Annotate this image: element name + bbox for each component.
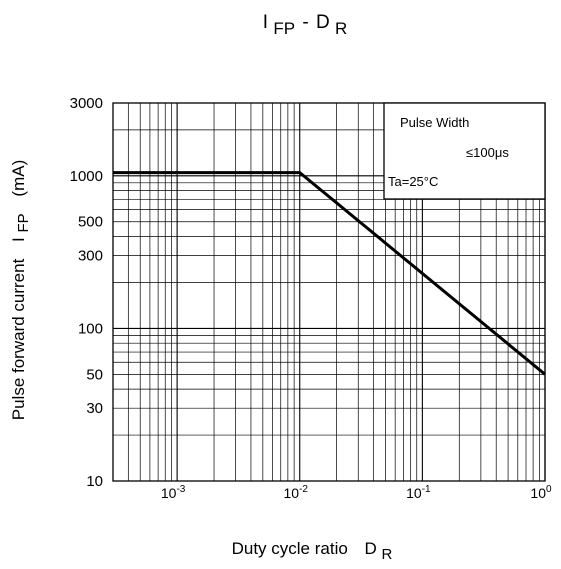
y-axis-label-symbol: I xyxy=(9,237,28,242)
title-main: I xyxy=(263,12,268,33)
annotation-box: Pulse Width ≤100μs Ta=25°C xyxy=(383,102,546,200)
y-tick-label: 100 xyxy=(78,320,103,337)
series-layer xyxy=(113,171,546,376)
title-main-sub: FP xyxy=(273,19,295,38)
y-axis-label: Pulse forward current I FP (mA) xyxy=(9,160,32,421)
x-tick-label: 10-3 xyxy=(161,484,186,501)
title-d: D xyxy=(316,12,330,33)
x-tick-label: 10-1 xyxy=(406,484,431,501)
y-axis-label-text: Pulse forward current xyxy=(9,258,28,420)
title-d-sub: R xyxy=(335,19,347,38)
chart-title: I FP - D R xyxy=(263,12,347,39)
x-tick-label: 100 xyxy=(530,484,552,501)
y-tick-label: 30 xyxy=(86,400,103,417)
y-tick-label: 1000 xyxy=(70,168,103,185)
annotation-frame xyxy=(383,102,546,200)
x-axis-label-text: Duty cycle ratio xyxy=(232,539,348,558)
x-axis-label: Duty cycle ratio D R xyxy=(232,539,393,563)
y-tick-label: 500 xyxy=(78,214,103,231)
y-tick-label: 300 xyxy=(78,248,103,265)
axis-tick-labels: 10 30 50 100 300 500 1000 3000 10-3 10-2 10-1 100 xyxy=(70,95,552,501)
annotation-temperature: Ta=25°C xyxy=(388,174,438,189)
annotation-duration: ≤100μs xyxy=(466,145,509,160)
plot-frame xyxy=(112,102,546,482)
x-axis-label-symbol-sub: R xyxy=(382,546,393,563)
y-axis-label-unit: (mA) xyxy=(9,160,28,197)
title-separator: - xyxy=(302,12,308,33)
series-line xyxy=(113,171,546,376)
y-tick-label: 50 xyxy=(86,366,103,383)
y-tick-label: 10 xyxy=(86,473,103,490)
y-tick-label: 3000 xyxy=(70,95,103,112)
annotation-pulse-width: Pulse Width xyxy=(400,115,469,130)
x-axis-label-symbol: D xyxy=(365,539,377,558)
y-axis-label-symbol-sub: FP xyxy=(15,213,32,232)
x-tick-label: 10-2 xyxy=(284,484,309,501)
